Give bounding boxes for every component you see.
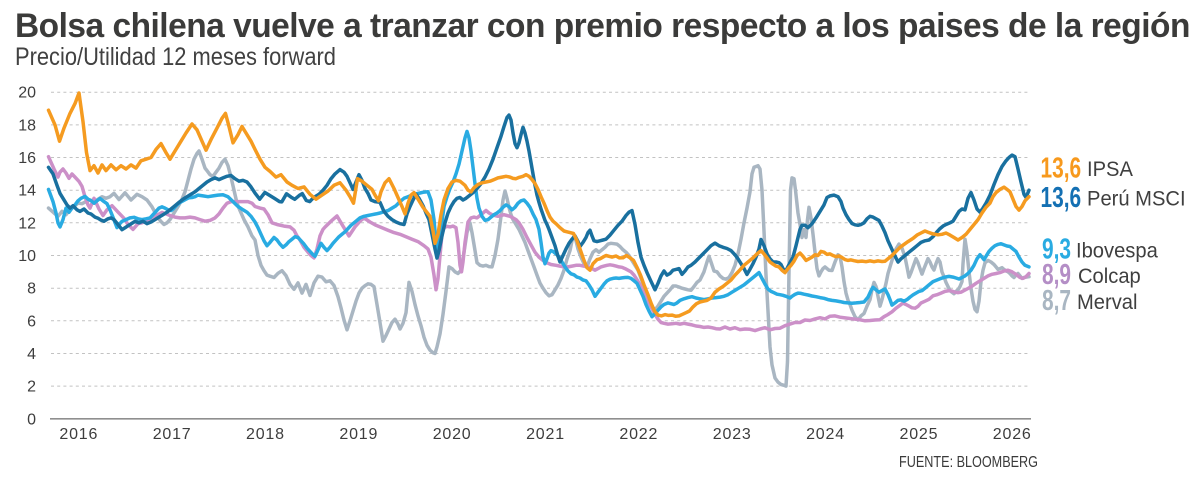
svg-text:14: 14 bbox=[18, 183, 36, 200]
svg-text:Perú MSCI: Perú MSCI bbox=[1087, 187, 1186, 210]
svg-text:2021: 2021 bbox=[526, 426, 565, 443]
svg-text:2025: 2025 bbox=[900, 426, 939, 443]
svg-text:2026: 2026 bbox=[993, 426, 1032, 443]
svg-text:12: 12 bbox=[18, 215, 36, 232]
svg-text:13,6: 13,6 bbox=[1041, 152, 1082, 184]
svg-text:FUENTE: BLOOMBERG: FUENTE: BLOOMBERG bbox=[899, 454, 1038, 472]
svg-text:10: 10 bbox=[18, 248, 36, 265]
svg-text:20: 20 bbox=[18, 85, 36, 102]
svg-text:4: 4 bbox=[27, 346, 36, 363]
svg-text:2024: 2024 bbox=[806, 426, 845, 443]
svg-text:2016: 2016 bbox=[59, 426, 98, 443]
svg-text:Merval: Merval bbox=[1077, 290, 1137, 313]
svg-text:16: 16 bbox=[18, 150, 36, 167]
svg-text:6: 6 bbox=[27, 313, 36, 330]
svg-text:2018: 2018 bbox=[246, 426, 285, 443]
svg-text:2022: 2022 bbox=[619, 426, 658, 443]
svg-text:2020: 2020 bbox=[433, 426, 472, 443]
svg-text:2: 2 bbox=[27, 379, 36, 396]
svg-text:8: 8 bbox=[27, 281, 36, 298]
svg-text:13,6: 13,6 bbox=[1041, 182, 1082, 214]
svg-text:IPSA: IPSA bbox=[1087, 158, 1133, 181]
svg-text:2019: 2019 bbox=[339, 426, 378, 443]
svg-text:8,7: 8,7 bbox=[1042, 285, 1071, 317]
svg-text:8,9: 8,9 bbox=[1042, 259, 1071, 291]
svg-text:18: 18 bbox=[18, 117, 36, 134]
svg-text:0: 0 bbox=[27, 411, 36, 428]
svg-text:2017: 2017 bbox=[153, 426, 192, 443]
svg-text:Colcap: Colcap bbox=[1078, 265, 1141, 288]
svg-text:Ibovespa: Ibovespa bbox=[1076, 239, 1158, 262]
svg-text:2023: 2023 bbox=[713, 426, 752, 443]
svg-text:9,3: 9,3 bbox=[1042, 233, 1071, 265]
